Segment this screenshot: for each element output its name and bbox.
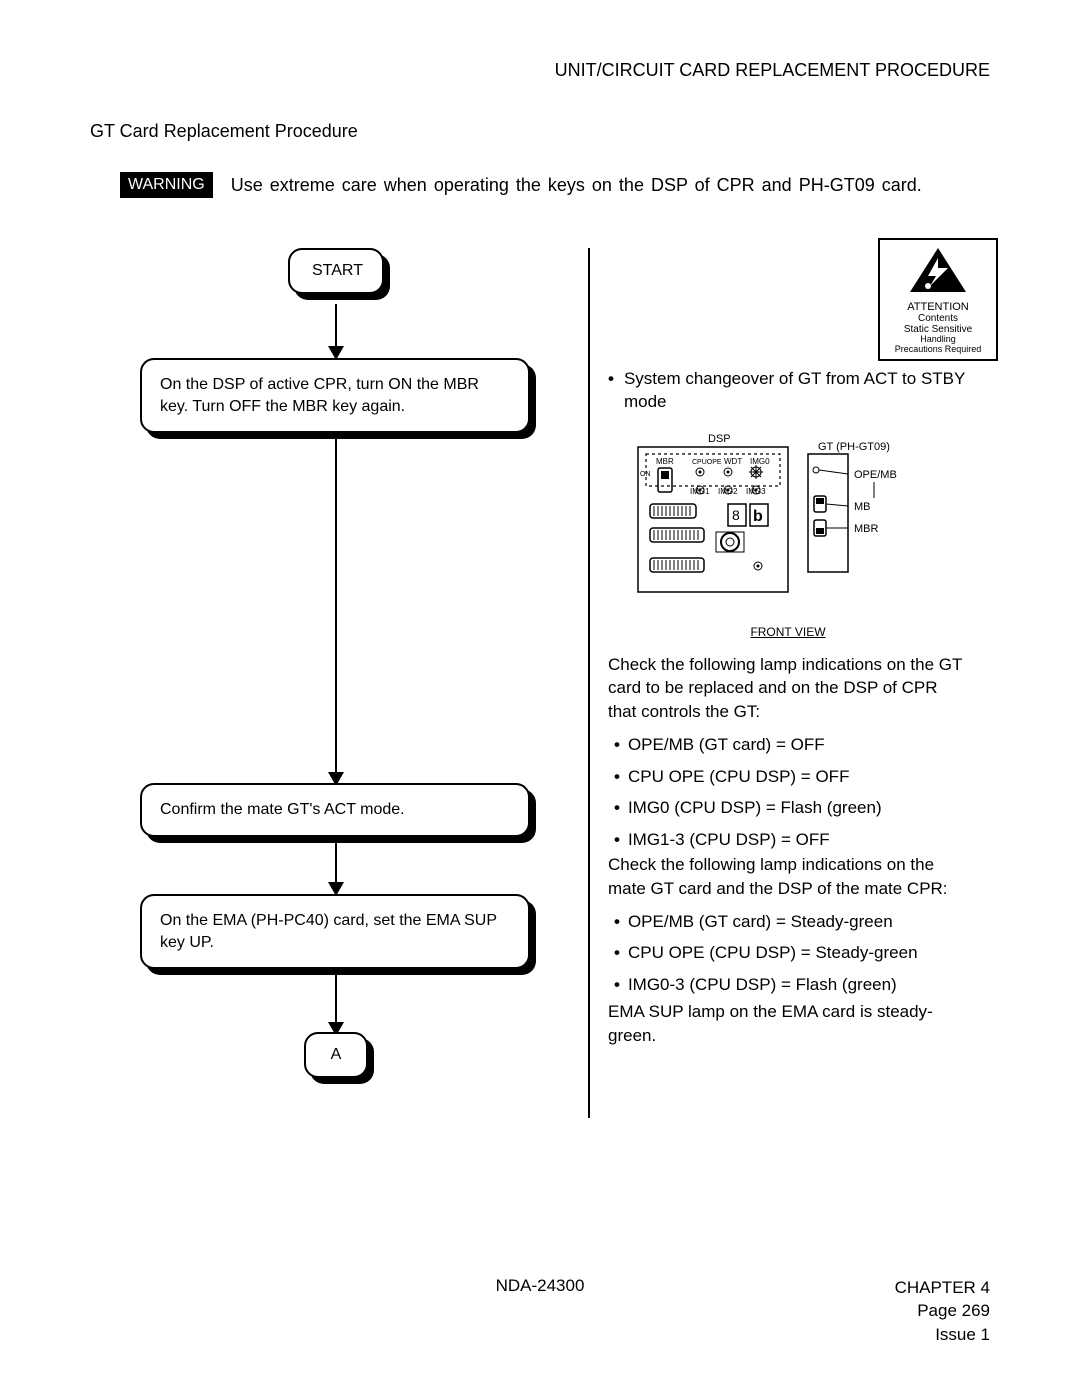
warning-text: Use extreme care when operating the keys… <box>231 175 922 196</box>
svg-text:ON: ON <box>640 471 651 478</box>
list-item: •IMG0 (CPU DSP) = Flash (green) <box>614 796 968 819</box>
svg-text:IMG2: IMG2 <box>718 487 738 496</box>
para1: Check the following lamp indications on … <box>608 653 968 723</box>
flow-start-label: START <box>312 262 363 279</box>
flowchart: START On the DSP of active CPR, turn ON … <box>90 248 580 1118</box>
lamp-list-2: •OPE/MB (GT card) = Steady-green •CPU OP… <box>608 910 968 996</box>
flow-arrow <box>328 304 344 360</box>
flow-arrow <box>328 434 344 786</box>
list-item: •IMG0-3 (CPU DSP) = Flash (green) <box>614 973 968 996</box>
page-footer: NDA-24300 CHAPTER 4 Page 269 Issue 1 <box>90 1276 990 1347</box>
flow-step1-box: On the DSP of active CPR, turn ON the MB… <box>140 358 530 433</box>
list-item: •CPU OPE (CPU DSP) = Steady-green <box>614 941 968 964</box>
bullet-dot-icon: • <box>608 368 614 414</box>
content-columns: START On the DSP of active CPR, turn ON … <box>90 248 990 1118</box>
flow-arrow <box>328 840 344 896</box>
column-divider <box>588 248 590 1118</box>
dsp-diagram: DSP MBR CPUOPE WDT IMG0 ON <box>618 432 968 617</box>
flow-end-label: A <box>331 1046 342 1063</box>
page-header: UNIT/CIRCUIT CARD REPLACEMENT PROCEDURE <box>90 60 990 81</box>
flow-step3-text: On the EMA (PH-PC40) card, set the EMA S… <box>160 912 497 951</box>
list-item: •CPU OPE (CPU DSP) = OFF <box>614 765 968 788</box>
warning-row: WARNING Use extreme care when operating … <box>120 172 990 198</box>
esd-line5: Precautions Required <box>880 345 996 355</box>
section-title: GT Card Replacement Procedure <box>90 121 990 142</box>
svg-text:b: b <box>753 508 763 525</box>
bullet-system-changeover: • System changeover of GT from ACT to ST… <box>608 368 968 414</box>
esd-attention-box: ATTENTION Contents Static Sensitive Hand… <box>878 238 998 361</box>
svg-text:MBR: MBR <box>656 457 674 466</box>
svg-text:8: 8 <box>732 507 740 523</box>
esd-line1: ATTENTION <box>880 301 996 313</box>
warning-badge: WARNING <box>120 172 213 198</box>
svg-text:GT (PH-GT09): GT (PH-GT09) <box>818 441 890 453</box>
notes-column: ATTENTION Contents Static Sensitive Hand… <box>608 248 968 1118</box>
flow-end-box: A <box>304 1032 368 1078</box>
lamp-list-1: •OPE/MB (GT card) = OFF •CPU OPE (CPU DS… <box>608 733 968 851</box>
flow-step3-box: On the EMA (PH-PC40) card, set the EMA S… <box>140 894 530 969</box>
footer-page: Page 269 <box>917 1301 990 1320</box>
esd-triangle-icon <box>908 246 968 294</box>
list-item: •OPE/MB (GT card) = Steady-green <box>614 910 968 933</box>
flow-arrow <box>328 974 344 1036</box>
svg-text:MB: MB <box>854 501 871 513</box>
list-item: •OPE/MB (GT card) = OFF <box>614 733 968 756</box>
svg-text:CPUOPE: CPUOPE <box>692 459 722 466</box>
flow-step1-text: On the DSP of active CPR, turn ON the MB… <box>160 376 479 415</box>
footer-doc-number: NDA-24300 <box>496 1276 585 1296</box>
dsp-title: DSP <box>708 433 731 445</box>
flowchart-column: START On the DSP of active CPR, turn ON … <box>90 248 580 1118</box>
svg-text:OPE/MB: OPE/MB <box>854 469 897 481</box>
flow-start-box: START <box>288 248 384 294</box>
para3: EMA SUP lamp on the EMA card is steady-g… <box>608 1000 968 1047</box>
front-view-label: FRONT VIEW <box>608 625 968 639</box>
svg-text:IMG3: IMG3 <box>746 487 766 496</box>
flow-step2-text: Confirm the mate GT's ACT mode. <box>160 801 405 818</box>
svg-text:IMG1: IMG1 <box>690 487 710 496</box>
footer-issue: Issue 1 <box>935 1325 990 1344</box>
svg-text:MBR: MBR <box>854 523 879 535</box>
para2: Check the following lamp indications on … <box>608 853 968 900</box>
esd-line2: Contents <box>880 313 996 324</box>
bullet-top-text: System changeover of GT from ACT to STBY… <box>624 368 968 414</box>
svg-text:IMG0: IMG0 <box>750 457 770 466</box>
footer-chapter: CHAPTER 4 <box>895 1278 990 1297</box>
svg-text:WDT: WDT <box>724 457 742 466</box>
flow-step2-box: Confirm the mate GT's ACT mode. <box>140 783 530 837</box>
list-item: •IMG1-3 (CPU DSP) = OFF <box>614 828 968 851</box>
